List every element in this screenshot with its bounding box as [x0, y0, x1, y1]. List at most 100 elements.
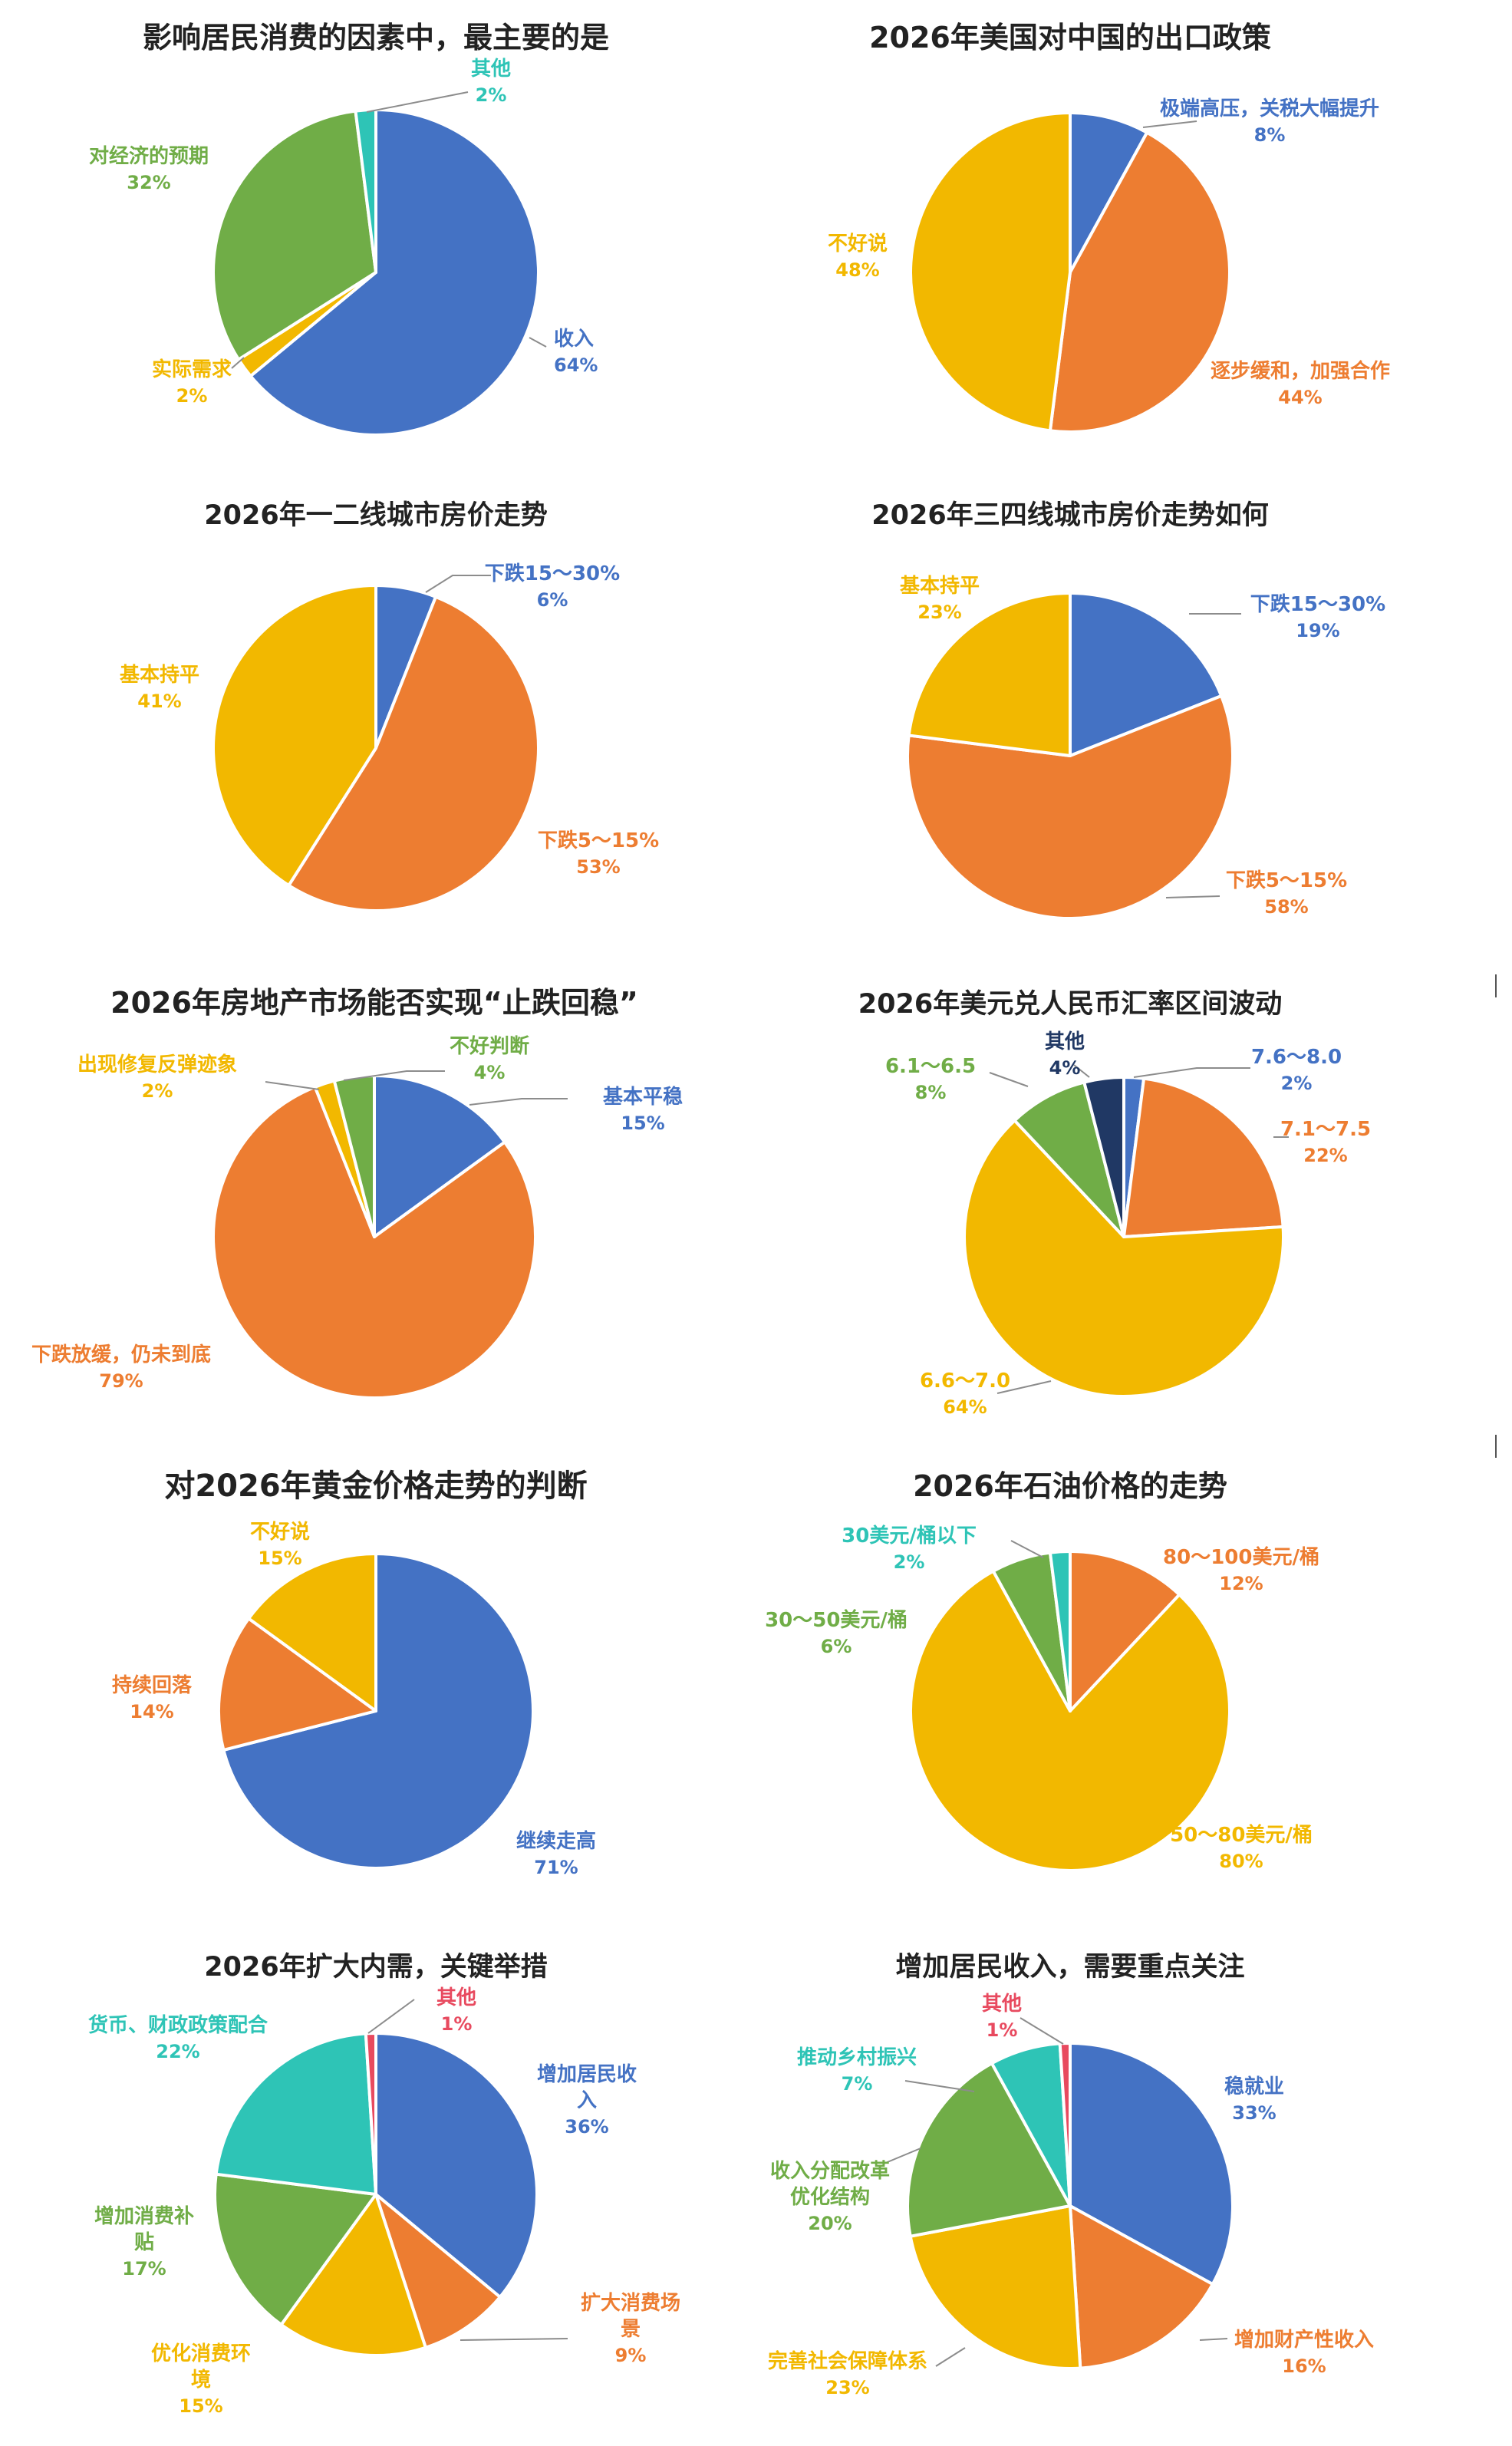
slice-category-label: 景	[621, 2318, 641, 2341]
slice-percent-label: 58%	[1264, 896, 1308, 918]
leader-line	[904, 2080, 975, 2092]
slice-percent-label: 22%	[1303, 1145, 1347, 1166]
leader-line	[1133, 1067, 1250, 1078]
slice-category-label: 继续走高	[516, 1829, 596, 1853]
slice-category-label: 入	[577, 2089, 597, 2112]
slice-category-label: 30～50美元/桶	[765, 1608, 908, 1632]
slice-category-label: 扩大消费场	[581, 2292, 680, 2315]
leader-line	[1073, 1064, 1090, 1078]
slice-percent-label: 8%	[1254, 124, 1286, 146]
slice-category-label: 增加财产性收入	[1234, 2328, 1374, 2352]
slice-percent-label: 17%	[122, 2258, 166, 2280]
pie-slice	[1069, 1550, 1181, 1713]
slice-percent-label: 79%	[99, 1370, 143, 1392]
slice-category-label: 不好判断	[450, 1034, 529, 1058]
pie-slice	[1058, 2042, 1072, 2207]
slice-percent-label: 23%	[917, 602, 961, 623]
slice-percent-label: 33%	[1232, 2102, 1276, 2124]
slice-percent-label: 36%	[565, 2116, 608, 2138]
chart-title: 影响居民消费的因素中，最主要的是	[143, 21, 609, 54]
slice-percent-label: 14%	[130, 1701, 173, 1722]
slice-percent-label: 2%	[894, 1551, 925, 1573]
slice-category-label: 对经济的预期	[89, 144, 209, 168]
slice-percent-label: 15%	[621, 1113, 664, 1134]
slice-percent-label: 32%	[127, 172, 170, 193]
slice-category-label: 其他	[1045, 1030, 1085, 1053]
leader-line	[343, 1070, 445, 1081]
pie-slice	[909, 1569, 1232, 1872]
leader-line	[529, 337, 547, 348]
slice-percent-label: 4%	[1049, 1057, 1081, 1079]
slice-percent-label: 53%	[576, 856, 620, 878]
slice-category-label: 推动乡村振兴	[797, 2046, 917, 2069]
slice-category-label: 完善社会保障体系	[768, 2349, 927, 2373]
leader-line	[265, 1081, 320, 1090]
slice-category-label: 逐步缓和，加强合作	[1211, 359, 1390, 383]
slice-percent-label: 64%	[943, 1396, 987, 1418]
leader-line	[1020, 2017, 1064, 2045]
slice-percent-label: 2%	[142, 1080, 173, 1102]
pie-slice	[211, 109, 377, 361]
slice-category-label: 优化结构	[790, 2186, 870, 2209]
slice-category-label: 收入分配改革	[770, 2159, 890, 2183]
slice-percent-label: 6%	[537, 589, 568, 611]
slice-category-label: 其他	[982, 1993, 1022, 2016]
slice-category-label: 增加居民收	[537, 2062, 637, 2086]
chart-title: 2026年石油价格的走势	[913, 1469, 1227, 1503]
pie-slice	[1069, 2204, 1214, 2370]
slice-category-label: 基本平稳	[603, 1085, 683, 1109]
leader-line	[425, 575, 491, 593]
leader-line	[367, 1999, 415, 2034]
slice-percent-label: 16%	[1282, 2355, 1326, 2377]
slice-percent-label: 4%	[474, 1062, 506, 1083]
slice-category-label: 贴	[134, 2231, 154, 2254]
leader-line	[1199, 2338, 1228, 2341]
pie-slice	[1122, 1076, 1285, 1238]
slice-percent-label: 1%	[441, 2013, 473, 2035]
chart-title: 增加居民收入，需要重点关注	[895, 1952, 1244, 1983]
leader-line	[231, 357, 245, 369]
slice-percent-label: 9%	[615, 2345, 647, 2366]
pie-slice	[1082, 1076, 1125, 1238]
pie-slice	[213, 2172, 377, 2326]
slice-percent-label: 80%	[1219, 1851, 1263, 1872]
chart-title: 2026年美国对中国的出口政策	[869, 21, 1271, 54]
chart-title: 2026年一二线城市房价走势	[204, 500, 547, 531]
leader-line	[996, 1380, 1052, 1394]
pie-slice	[906, 694, 1234, 920]
pie-slice	[963, 1119, 1285, 1398]
slice-percent-label: 64%	[554, 354, 598, 376]
slice-category-label: 下跌15～30%	[1250, 593, 1385, 616]
chart-title: 对2026年黄金价格走势的判断	[164, 1469, 587, 1504]
slice-percent-label: 2%	[1281, 1073, 1313, 1094]
slice-percent-label: 15%	[179, 2395, 222, 2417]
slice-percent-label: 20%	[808, 2213, 852, 2234]
slice-category-label: 下跌5～15%	[538, 829, 659, 852]
slice-category-label: 下跌15～30%	[485, 562, 620, 585]
slice-percent-label: 22%	[156, 2041, 199, 2062]
pie-slice	[907, 592, 1072, 757]
pie-slice	[217, 1617, 377, 1752]
slice-percent-label: 1%	[987, 2019, 1018, 2041]
pie-slice	[364, 2031, 377, 2196]
slice-category-label: 7.6～8.0	[1251, 1046, 1342, 1069]
pie-slice	[287, 595, 540, 912]
slice-category-label: 30美元/桶以下	[842, 1524, 977, 1548]
pie-slice	[1069, 592, 1224, 757]
slice-percent-label: 19%	[1296, 620, 1339, 641]
slice-category-label: 下跌5～15%	[1226, 869, 1347, 892]
slice-category-label: 境	[191, 2368, 211, 2392]
leader-line	[366, 91, 469, 113]
slice-category-label: 80～100美元/桶	[1163, 1545, 1319, 1569]
pie-slice	[909, 111, 1072, 433]
pie-slice	[906, 2062, 1072, 2238]
leader-line	[935, 2347, 966, 2367]
pie-slice	[374, 2032, 539, 2299]
slice-percent-label: 41%	[137, 691, 181, 712]
leader-line	[460, 2338, 568, 2341]
pie-slice	[214, 2032, 377, 2196]
slice-category-label: 优化消费环	[151, 2342, 251, 2365]
